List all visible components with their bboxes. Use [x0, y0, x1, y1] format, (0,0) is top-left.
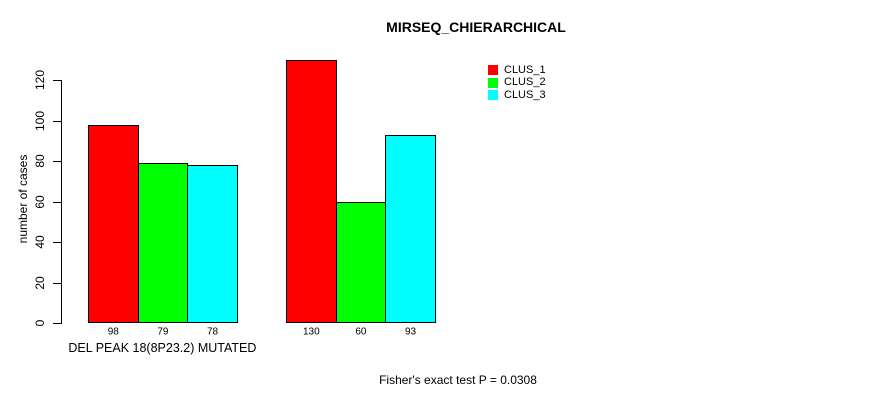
y-axis-title-text: number of cases [16, 154, 30, 244]
y-tick-label-text: 20 [33, 275, 47, 290]
legend-swatch-clus_1 [488, 65, 498, 76]
y-axis-line [61, 80, 62, 324]
legend-swatch-clus_2 [488, 77, 498, 88]
y-tick [53, 201, 61, 203]
bar-clus_3-group2 [385, 134, 436, 323]
y-tick-label-text: 60 [33, 194, 47, 209]
y-tick [53, 80, 61, 81]
legend-label: CLUS_3 [504, 88, 546, 101]
y-tick [53, 161, 61, 162]
x-axis-label-text: DEL PEAK 18(8P23.2) MUTATED [68, 341, 257, 355]
bar-clus_2-group2 [335, 201, 387, 323]
y-tick-label-text: 120 [33, 69, 47, 91]
fisher-test-text: Fisher's exact test P = 0.0308 [379, 373, 537, 387]
y-tick-label-text: 0 [33, 319, 47, 327]
legend-item: CLUS_2 [488, 76, 546, 88]
y-tick-label-text: 40 [33, 235, 47, 249]
legend-item: CLUS_3 [488, 89, 546, 101]
y-tick-label-text: 80 [33, 154, 47, 168]
bar-value-label-text: 78 [206, 326, 219, 338]
bar-value-label-text: 130 [302, 326, 320, 338]
bar-clus_3-group1 [187, 165, 238, 323]
bar-clus_1-group1 [88, 124, 139, 323]
bar-value-label-text: 79 [157, 326, 169, 338]
y-tick [53, 323, 61, 324]
y-tick-label-text: 100 [33, 110, 47, 131]
bar-value-label-text: 98 [107, 326, 119, 338]
y-tick [53, 282, 61, 284]
bar-value-label-text: 93 [404, 326, 417, 338]
legend-swatch-clus_3 [488, 89, 498, 100]
bar-clus_2-group1 [137, 163, 189, 323]
y-tick [53, 242, 61, 243]
legend: CLUS_1 CLUS_2 CLUS_3 [488, 64, 546, 101]
legend-item: CLUS_1 [488, 64, 546, 76]
bar-clus_1-group2 [286, 59, 337, 323]
legend-label: CLUS_2 [504, 76, 546, 89]
chart-title-text: MIRSEQ_CHIERARCHICAL [386, 19, 566, 35]
legend-label: CLUS_1 [504, 64, 546, 76]
bar-value-label-text: 60 [355, 326, 367, 338]
y-tick [53, 120, 61, 122]
